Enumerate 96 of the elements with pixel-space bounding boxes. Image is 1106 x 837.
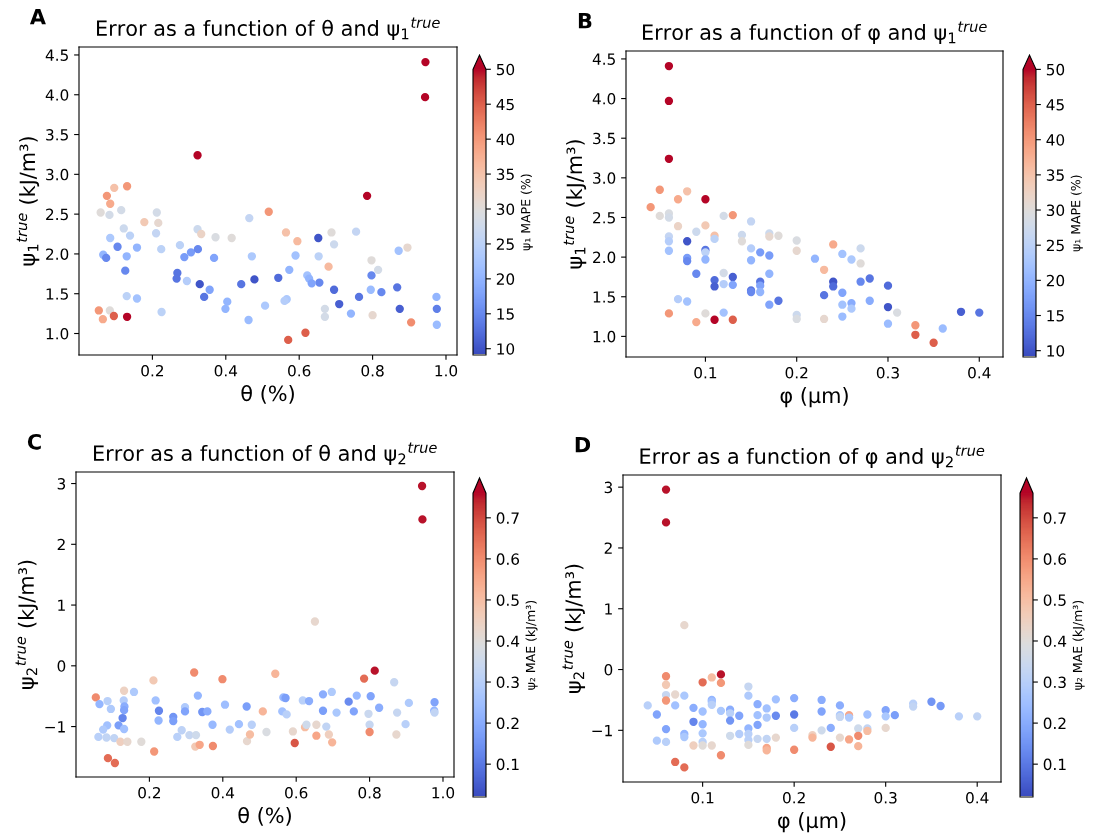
color-bar-label: 0.7 [1043,512,1066,524]
x-tick-label: 0.2 [141,364,164,377]
x-tick-label: 0.2 [138,786,161,799]
chart-title: Error as a function of φ and ψ$_{2}$$^{true}$ [640,445,985,469]
text: D [575,437,591,453]
x-tick-label: 0.6 [288,364,311,377]
y-tick-label: 3.0 [46,168,69,181]
x-tick-label: 0.1 [691,791,714,804]
text: C [27,433,41,450]
x-axis-title: θ (%) [241,384,294,404]
color-bar-label: 0.1 [496,758,519,771]
x-tick-label: 0.4 [214,364,238,377]
x-tick-label: 1.0 [435,364,458,377]
y-tick-label: 1.5 [46,288,68,300]
chart-title: Error as a function of θ and ψ$_{2}$$^{true}$ [94,442,437,466]
y-tick-label: 0 [57,660,66,672]
y-tick-label: 2.5 [46,208,68,221]
chart-title: Error as a function of θ and ψ$_{1}$$^{true}$ [97,17,440,41]
y-axis-title: ψ$_{2}$$^{true}$ (kJ/m³) [15,560,39,689]
x-tick-label: 0.3 [876,366,899,379]
y-tick-label: 1.0 [593,330,616,343]
y-tick-label: 3.0 [593,172,616,184]
color-bar-label: 0.4 [496,635,520,648]
x-tick-label: 0.4 [966,791,989,804]
x-axis-title: φ (µm) [778,812,846,833]
x-tick-label: 0.2 [783,791,805,804]
y-tick-label: 2.0 [46,248,69,260]
y-tick-label: 2 [604,542,612,554]
y-axis-title: ψ$_{1}$$^{true}$ (kJ/m³) [563,140,587,269]
y-tick-label: 4.5 [592,53,615,65]
text: A [29,9,46,25]
y-tick-label: 2.0 [593,251,616,264]
x-tick-label: 1.0 [432,786,455,799]
x-tick-label: 0.2 [785,366,808,379]
color-bar-label: 40 [496,133,515,146]
y-tick-label: 1 [605,603,612,615]
color-bar-label: 40 [1046,134,1065,146]
color-bar-label: 0.5 [496,594,519,606]
x-axis-title: φ (µm) [780,387,848,408]
color-bar-label: 45 [496,98,514,111]
x-tick-label: 0.1 [694,366,717,379]
color-bar-label: 0.2 [1043,717,1066,730]
y-tick-label: 4.5 [45,49,68,61]
color-bar-label: 25 [496,238,514,250]
color-bar-label: 50 [496,63,515,76]
x-tick-label: 0.4 [968,366,991,379]
color-bar-label: 20 [496,273,515,285]
color-bar-label: 0.7 [496,512,519,524]
x-tick-label: 0.3 [874,791,897,804]
color-bar-label: 0.2 [496,717,519,730]
color-bar-title: ψ₂ MAE (kJ/m³) [1072,600,1085,690]
color-bar-label: 0.3 [496,676,519,689]
text: B [578,13,592,29]
color-bar-label: 0.3 [1043,676,1066,689]
color-bar-title: ψ₁ MAPE (%) [1070,175,1083,252]
color-bar-label: 45 [1046,99,1064,111]
y-tick-label: 4.0 [45,89,69,101]
color-bar-label: 15 [497,308,514,320]
y-tick-label: 0 [604,664,613,676]
color-bar-label: 0.4 [1043,635,1067,648]
y-tick-label: 4.0 [592,93,616,105]
color-bar-label: 25 [1046,239,1064,252]
color-bar-label: 50 [1046,63,1065,76]
color-bar-label: 10 [497,343,515,355]
x-tick-label: 0.4 [211,786,235,799]
color-bar-title: ψ₁ MAPE (%) [520,174,533,251]
y-axis-title: ψ$_{2}$$^{true}$ (kJ/m³) [562,564,586,693]
color-bar-label: 30 [496,203,515,216]
color-bar-label: 35 [1046,169,1064,181]
x-axis-title: θ (%) [238,806,291,826]
y-tick-label: −1 [592,724,612,737]
color-bar-label: 0.5 [1043,594,1066,606]
color-bar-label: 10 [1047,345,1065,357]
y-tick-label: 2.5 [593,211,615,224]
y-tick-label: 3.5 [593,132,615,145]
color-bar-title: ψ₂ MAE (kJ/m³) [525,600,538,690]
x-tick-label: 0.8 [361,364,384,377]
color-bar-label: 0.6 [496,553,520,565]
y-tick-label: 3 [604,481,613,494]
chart-title: Error as a function of φ and ψ$_{1}$$^{true}$ [643,21,987,45]
x-tick-label: 0.6 [285,786,308,799]
color-bar-label: 0.1 [1043,758,1066,771]
y-tick-label: −1 [45,721,65,733]
y-tick-label: 1 [58,599,65,611]
y-tick-label: 1.0 [46,327,69,340]
y-axis-title: ψ$_{1}$$^{true}$ (kJ/m³) [16,137,40,266]
y-tick-label: 2 [57,538,65,551]
y-tick-label: 3 [57,478,66,490]
y-tick-label: 3.5 [46,129,68,141]
color-bar-label: 0.6 [1043,553,1067,565]
y-tick-label: 1.5 [593,291,615,303]
color-bar-label: 30 [1046,204,1065,217]
color-bar-label: 35 [496,168,514,181]
color-bar-label: 15 [1047,310,1064,322]
color-bar-label: 20 [1046,274,1065,287]
x-tick-label: 0.8 [358,786,381,799]
